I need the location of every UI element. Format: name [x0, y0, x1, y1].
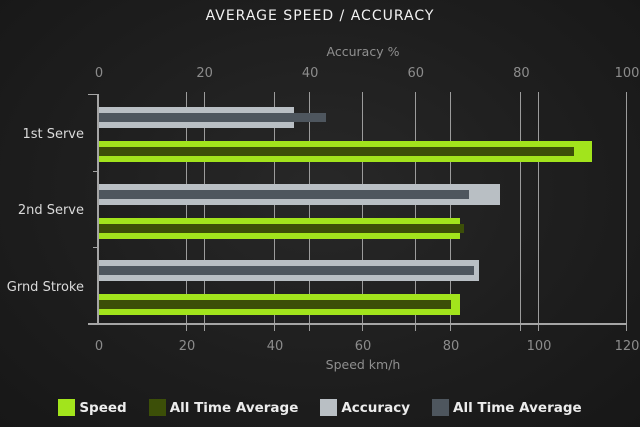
top-axis-tick-label: 80: [513, 66, 530, 81]
bar-all-time-average-2nd-serve: [99, 189, 469, 199]
bottom-axis-tick-label: 120: [614, 339, 640, 354]
bar-all-time-average-1st-serve: [99, 113, 326, 122]
bottom-axis-tick-label: 100: [526, 339, 552, 354]
legend: Speed All Time Average Accuracy All Time Av…: [0, 399, 640, 416]
bar-all-time-average-grnd-stroke: [99, 266, 474, 276]
bottom-axis-tick-label: 80: [442, 339, 460, 354]
legend-swatch-icon: [58, 399, 76, 416]
legend-label: All Time Average: [169, 399, 299, 416]
gridline: [362, 92, 363, 331]
top-axis-title: Accuracy %: [326, 44, 400, 59]
legend-item-speed: Speed: [58, 399, 127, 416]
gridline: [450, 92, 451, 331]
bottom-axis-title: Speed km/h: [325, 357, 401, 372]
legend-label: Accuracy: [341, 399, 410, 416]
y-axis-top-tick: [88, 94, 99, 95]
gridline: [274, 92, 275, 331]
gridline: [520, 92, 521, 331]
gridline: [626, 92, 627, 331]
category-label-grnd-stroke: Grnd Stroke: [6, 279, 84, 295]
y-axis-category-tick: [93, 171, 99, 172]
gridline: [538, 92, 539, 331]
legend-swatch-icon: [320, 399, 338, 416]
y-axis-category-tick: [93, 247, 99, 248]
gridline: [204, 92, 205, 331]
top-axis-tick-label: 0: [94, 66, 104, 81]
bar-all-time-average-2nd-serve: [99, 223, 465, 233]
y-axis-line: [97, 94, 99, 324]
gridline: [309, 92, 310, 331]
legend-item-all-time-average: All Time Average: [432, 399, 582, 416]
gridline: [415, 92, 416, 331]
plot-area: [99, 92, 627, 331]
bottom-axis-tick-label: 20: [178, 339, 196, 354]
legend-label: Speed: [79, 399, 127, 416]
legend-label: All Time Average: [453, 399, 582, 416]
bottom-axis-tick-label: 0: [94, 339, 104, 354]
top-axis-tick-label: 100: [614, 66, 640, 81]
bar-all-time-average-1st-serve: [99, 147, 575, 156]
top-axis-tick-label: 60: [407, 66, 425, 81]
legend-swatch-icon: [432, 399, 449, 416]
bottom-axis-tick-label: 40: [266, 339, 284, 354]
legend-item-accuracy: Accuracy: [320, 399, 410, 416]
legend-item-all-time-average: All Time Average: [148, 399, 299, 416]
gridline: [186, 92, 187, 331]
category-label-2nd-serve: 2nd Serve: [17, 203, 84, 219]
category-label-1st-serve: 1st Serve: [22, 126, 84, 142]
bar-all-time-average-grnd-stroke: [99, 300, 451, 310]
legend-swatch-icon: [148, 399, 166, 416]
x-axis-line: [88, 323, 627, 325]
chart-title: AVERAGE SPEED / ACCURACY: [205, 8, 435, 24]
top-axis-tick-label: 40: [301, 66, 319, 81]
top-axis-tick-label: 20: [196, 66, 213, 81]
bottom-axis-tick-label: 60: [354, 339, 372, 354]
